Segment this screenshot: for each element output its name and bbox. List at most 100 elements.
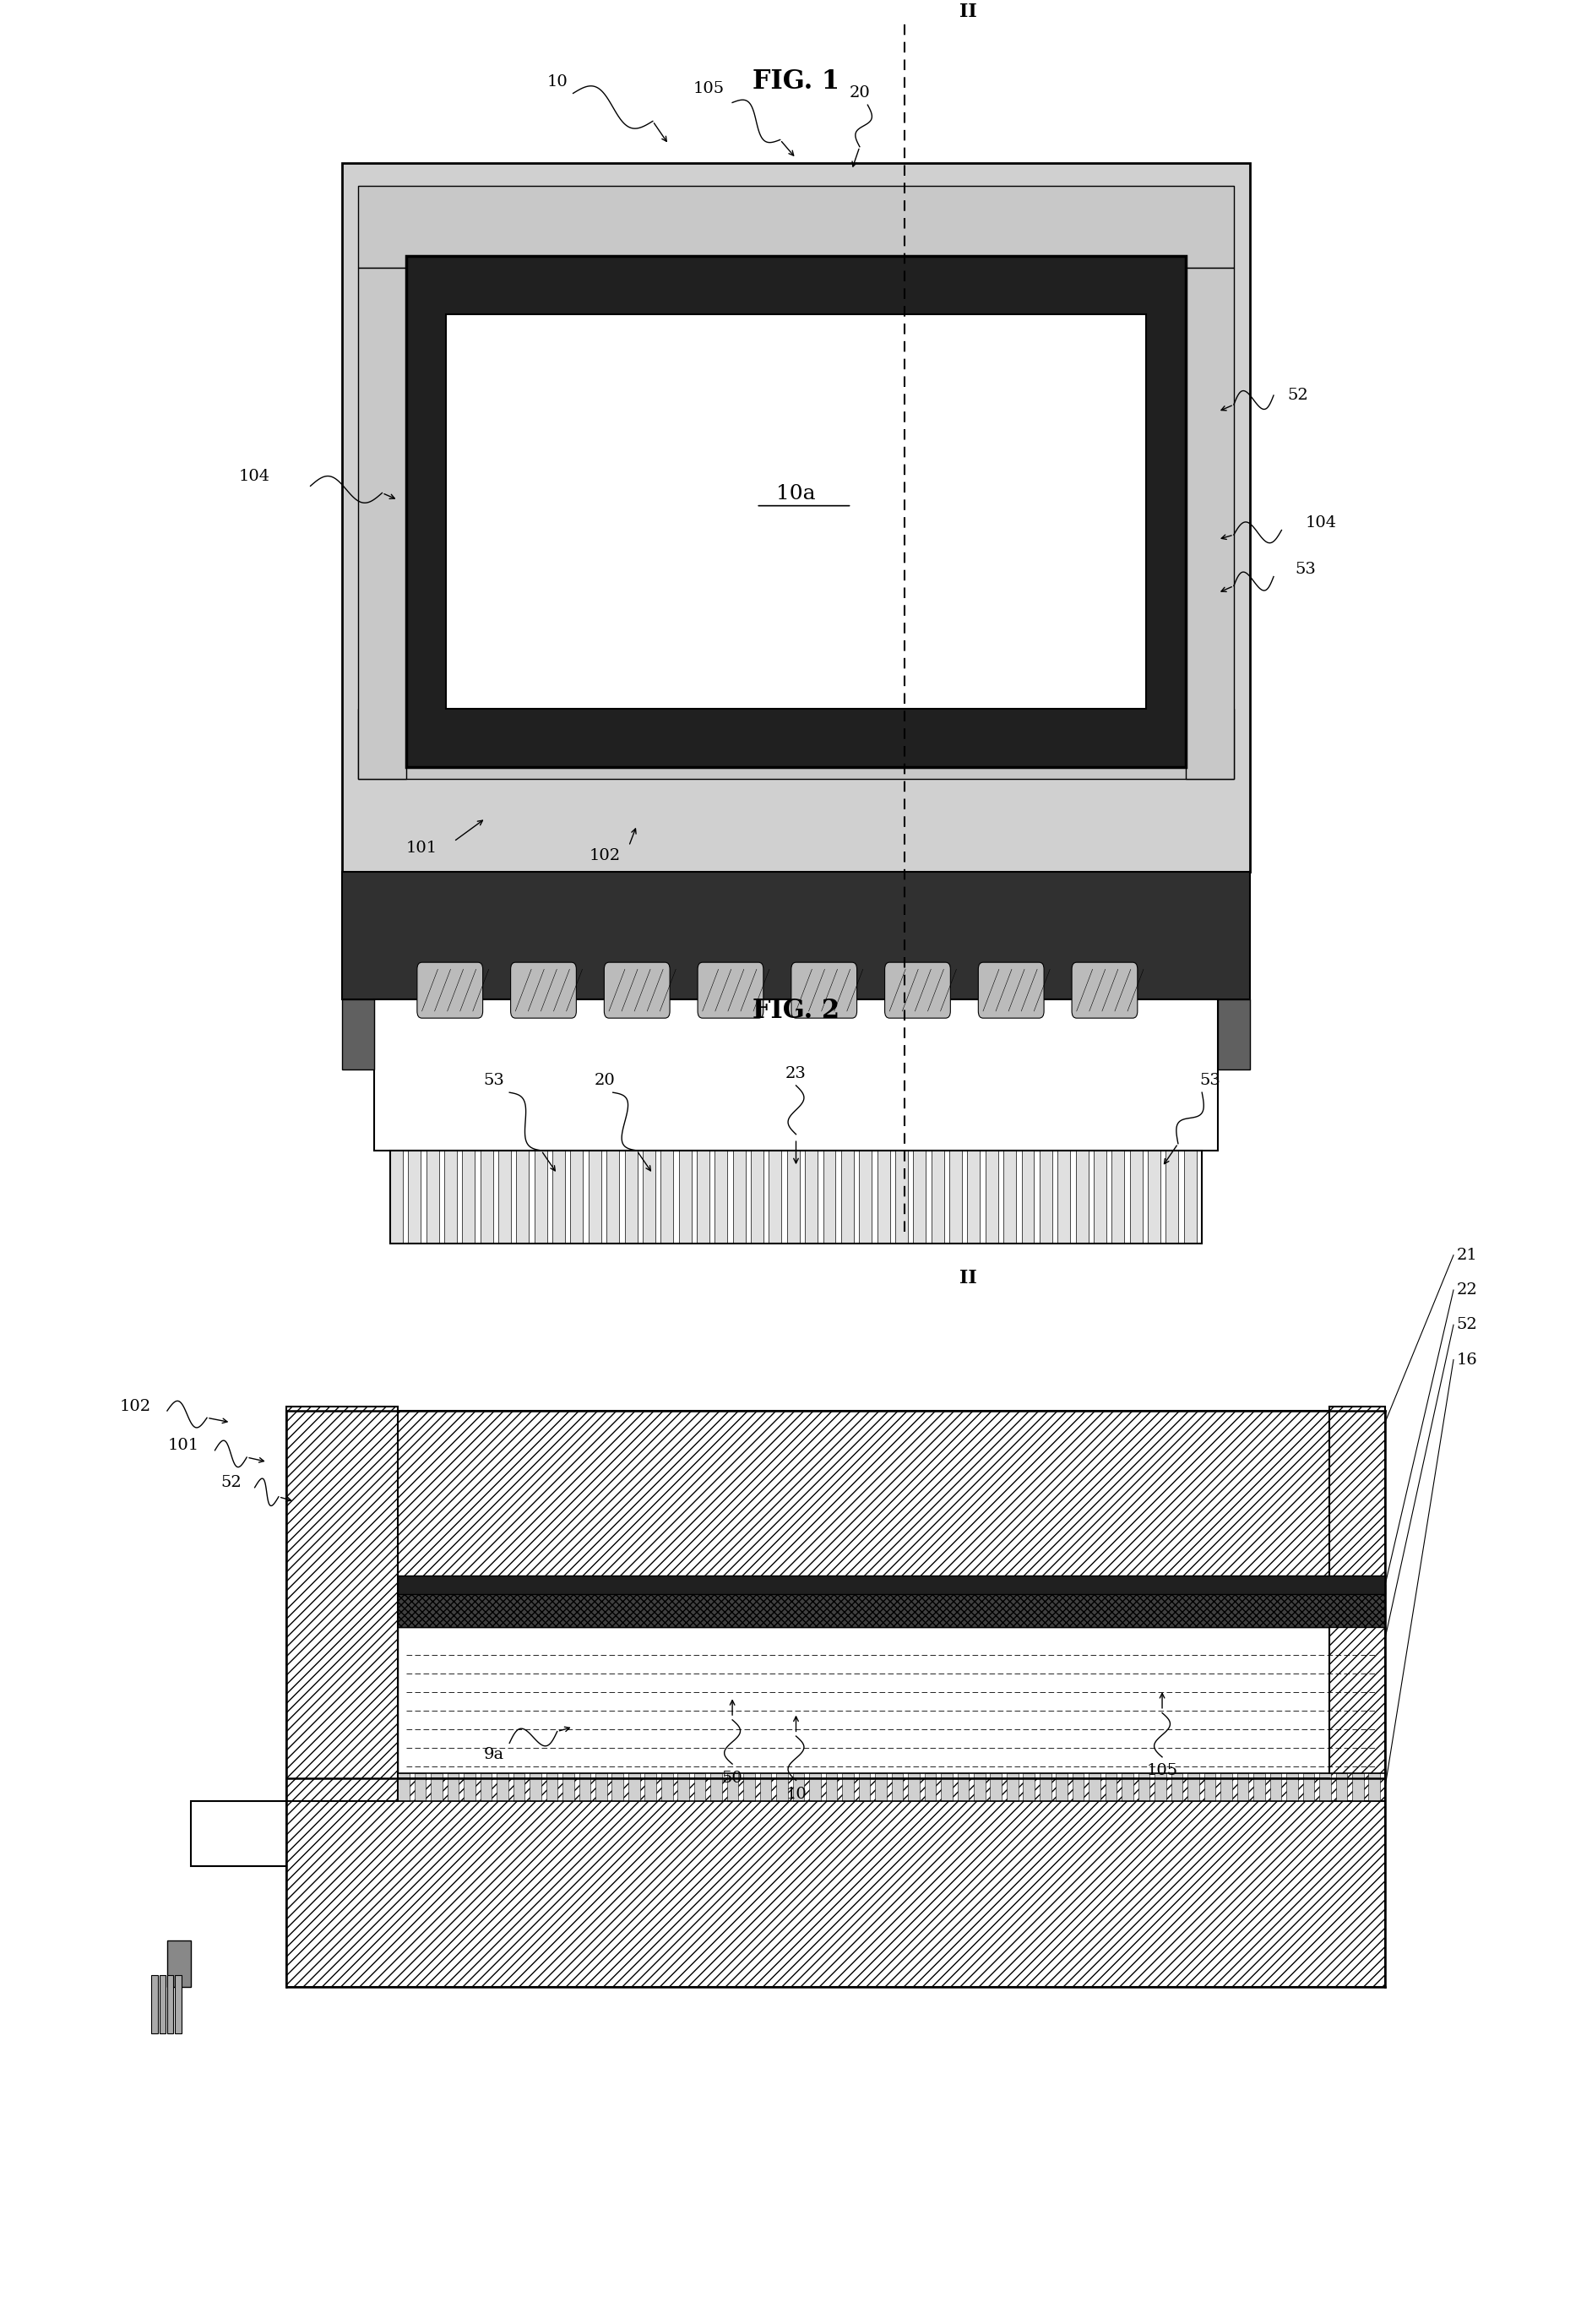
Bar <box>408 1150 420 1243</box>
Bar <box>1076 1150 1089 1243</box>
Bar <box>645 1773 656 1801</box>
Bar <box>535 1150 548 1243</box>
Bar <box>398 1585 1385 1627</box>
Bar <box>1105 1773 1118 1801</box>
Bar <box>1003 1150 1016 1243</box>
Text: 21: 21 <box>1457 1248 1477 1262</box>
Bar <box>1024 1773 1035 1801</box>
FancyBboxPatch shape <box>977 962 1044 1018</box>
Bar <box>570 1150 583 1243</box>
Bar <box>513 1773 525 1801</box>
Text: 52: 52 <box>1457 1318 1477 1332</box>
Text: II: II <box>960 1269 977 1287</box>
Bar <box>414 1773 427 1801</box>
Bar <box>751 1150 764 1243</box>
Bar <box>743 1773 755 1801</box>
Bar <box>1089 1773 1100 1801</box>
Bar <box>1006 1773 1019 1801</box>
Text: 10: 10 <box>546 74 568 88</box>
Bar <box>968 1150 981 1243</box>
Text: 102: 102 <box>589 848 621 862</box>
Bar <box>643 1150 656 1243</box>
Bar <box>562 1773 575 1801</box>
Bar <box>777 1773 788 1801</box>
Bar <box>629 1773 640 1801</box>
Bar <box>1184 1150 1197 1243</box>
Bar <box>914 1150 927 1243</box>
Bar <box>1302 1773 1315 1801</box>
Bar <box>1352 1773 1364 1801</box>
Bar <box>1329 1406 1385 1801</box>
Bar <box>1320 1773 1331 1801</box>
FancyBboxPatch shape <box>605 962 670 1018</box>
Text: 104: 104 <box>1305 516 1337 530</box>
Bar <box>398 1773 1385 1801</box>
Bar <box>579 1773 591 1801</box>
Bar <box>860 1150 872 1243</box>
Bar <box>167 1941 191 1987</box>
Bar <box>1022 1150 1035 1243</box>
Text: 16: 16 <box>1457 1353 1477 1367</box>
Bar <box>732 1150 745 1243</box>
Bar <box>287 1778 1385 1987</box>
Bar <box>463 1773 476 1801</box>
Bar <box>1172 1773 1183 1801</box>
Bar <box>390 1150 403 1243</box>
Bar <box>611 1773 624 1801</box>
Bar <box>697 1150 710 1243</box>
Bar <box>1253 1773 1266 1801</box>
Bar <box>342 872 1250 999</box>
Text: 105: 105 <box>693 81 724 95</box>
Bar <box>907 1773 920 1801</box>
Text: 23: 23 <box>785 1067 807 1081</box>
Bar <box>759 1773 772 1801</box>
Bar <box>661 1773 673 1801</box>
Text: II: II <box>960 2 977 21</box>
Text: 53: 53 <box>1294 562 1317 576</box>
Bar <box>710 1773 723 1801</box>
Bar <box>431 1773 443 1801</box>
Text: FIG. 1: FIG. 1 <box>753 70 839 95</box>
Bar <box>287 1406 398 1801</box>
Bar <box>1130 1150 1143 1243</box>
Bar <box>941 1773 952 1801</box>
FancyBboxPatch shape <box>791 962 856 1018</box>
Bar <box>390 1150 1202 1243</box>
Bar <box>823 1150 836 1243</box>
Bar <box>1057 1150 1070 1243</box>
Text: 102: 102 <box>119 1399 151 1413</box>
Bar <box>624 1150 637 1243</box>
Text: 52: 52 <box>220 1476 242 1490</box>
Bar <box>358 709 1234 779</box>
Text: FIG. 2: FIG. 2 <box>753 997 839 1025</box>
Bar <box>1221 1773 1232 1801</box>
Bar <box>406 256 1186 767</box>
Bar <box>151 1975 158 2034</box>
Bar <box>786 1150 799 1243</box>
Bar <box>358 267 406 779</box>
Bar <box>1186 267 1234 779</box>
Text: 101: 101 <box>406 841 438 855</box>
Bar <box>444 1150 457 1243</box>
Bar <box>728 1773 739 1801</box>
Bar <box>1122 1773 1134 1801</box>
Bar <box>191 1801 287 1866</box>
Bar <box>769 1150 782 1243</box>
Bar <box>1148 1150 1161 1243</box>
Text: 20: 20 <box>849 86 871 100</box>
Bar <box>985 1150 998 1243</box>
Bar <box>678 1773 689 1801</box>
Bar <box>858 1773 871 1801</box>
Bar <box>842 1773 853 1801</box>
Bar <box>595 1773 607 1801</box>
Bar <box>481 1150 494 1243</box>
Bar <box>398 1576 1385 1594</box>
Bar <box>1270 1773 1282 1801</box>
Bar <box>895 1150 907 1243</box>
Bar <box>806 1150 818 1243</box>
Bar <box>159 1975 166 2034</box>
FancyBboxPatch shape <box>885 962 950 1018</box>
Bar <box>931 1150 944 1243</box>
Bar <box>1286 1773 1297 1801</box>
Bar <box>398 1627 1385 1778</box>
